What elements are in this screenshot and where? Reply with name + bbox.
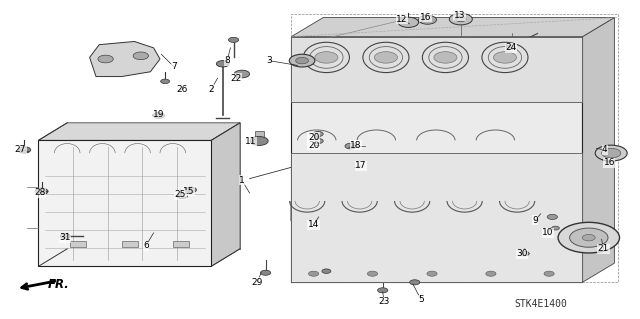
Circle shape — [486, 271, 496, 276]
Polygon shape — [67, 123, 240, 249]
Text: 7: 7 — [172, 63, 177, 71]
Text: STK4E1400: STK4E1400 — [515, 299, 567, 309]
Circle shape — [35, 188, 48, 195]
Text: 4: 4 — [602, 145, 607, 154]
Text: 2: 2 — [209, 85, 214, 94]
Circle shape — [313, 138, 323, 144]
Circle shape — [228, 37, 239, 42]
Polygon shape — [582, 18, 614, 282]
Text: 28: 28 — [34, 189, 45, 197]
Circle shape — [547, 214, 557, 219]
Text: 23: 23 — [378, 297, 390, 306]
Circle shape — [367, 271, 378, 276]
Text: 10: 10 — [542, 228, 554, 237]
Circle shape — [250, 137, 268, 145]
Circle shape — [18, 147, 31, 153]
Polygon shape — [38, 123, 240, 140]
Text: 31: 31 — [60, 233, 71, 242]
Circle shape — [410, 280, 420, 285]
Circle shape — [289, 54, 315, 67]
Text: FR.: FR. — [48, 278, 70, 291]
Circle shape — [582, 234, 595, 241]
Text: 16: 16 — [604, 158, 615, 167]
Circle shape — [98, 55, 113, 63]
Circle shape — [570, 228, 608, 247]
Circle shape — [216, 61, 229, 67]
Text: 17: 17 — [355, 161, 367, 170]
Circle shape — [60, 234, 70, 239]
Circle shape — [234, 70, 250, 78]
Circle shape — [544, 271, 554, 276]
Text: 19: 19 — [153, 110, 164, 119]
Circle shape — [296, 57, 308, 64]
Circle shape — [260, 270, 271, 275]
Circle shape — [308, 271, 319, 276]
Circle shape — [506, 45, 515, 49]
Circle shape — [322, 269, 331, 273]
FancyBboxPatch shape — [255, 131, 264, 137]
Text: 20: 20 — [308, 141, 319, 150]
Circle shape — [315, 52, 338, 63]
Circle shape — [456, 17, 466, 22]
Text: 24: 24 — [505, 43, 516, 52]
Text: 8: 8 — [225, 56, 230, 65]
Text: 13: 13 — [454, 11, 465, 20]
Text: 3: 3 — [266, 56, 271, 65]
Polygon shape — [38, 140, 211, 266]
FancyBboxPatch shape — [122, 241, 138, 247]
Text: 20: 20 — [308, 133, 319, 142]
Text: 26: 26 — [177, 85, 188, 94]
Text: 21: 21 — [598, 244, 609, 253]
Circle shape — [493, 52, 516, 63]
Circle shape — [449, 13, 472, 25]
Text: 15: 15 — [183, 187, 195, 196]
Circle shape — [520, 251, 529, 256]
Circle shape — [434, 52, 457, 63]
Circle shape — [133, 52, 148, 60]
Text: 6: 6 — [143, 241, 148, 250]
Text: 9: 9 — [532, 216, 538, 225]
Text: 12: 12 — [396, 15, 408, 24]
Text: 18: 18 — [350, 141, 362, 150]
Circle shape — [153, 113, 164, 118]
Text: 14: 14 — [308, 220, 319, 229]
Circle shape — [345, 143, 356, 149]
Circle shape — [602, 148, 621, 158]
Circle shape — [185, 187, 196, 193]
Text: 27: 27 — [15, 145, 26, 154]
Circle shape — [398, 17, 419, 27]
Polygon shape — [291, 153, 582, 282]
Polygon shape — [291, 37, 582, 102]
Circle shape — [595, 145, 627, 161]
Circle shape — [313, 131, 323, 137]
Text: 11: 11 — [245, 137, 257, 146]
Text: 25: 25 — [175, 190, 186, 199]
Text: 22: 22 — [230, 74, 241, 83]
Circle shape — [177, 194, 188, 199]
Circle shape — [161, 79, 170, 84]
Circle shape — [552, 226, 559, 230]
FancyBboxPatch shape — [173, 241, 189, 247]
Circle shape — [419, 15, 436, 24]
Polygon shape — [291, 37, 582, 282]
Circle shape — [558, 222, 620, 253]
Text: 29: 29 — [252, 278, 263, 287]
Polygon shape — [90, 41, 160, 77]
Circle shape — [427, 271, 437, 276]
Circle shape — [378, 288, 388, 293]
Text: 5: 5 — [419, 295, 424, 304]
Text: 1: 1 — [239, 176, 244, 185]
Polygon shape — [211, 123, 240, 266]
Text: 16: 16 — [420, 13, 431, 22]
Circle shape — [374, 52, 397, 63]
Polygon shape — [291, 18, 614, 37]
Text: 30: 30 — [516, 249, 528, 258]
FancyBboxPatch shape — [70, 241, 86, 247]
